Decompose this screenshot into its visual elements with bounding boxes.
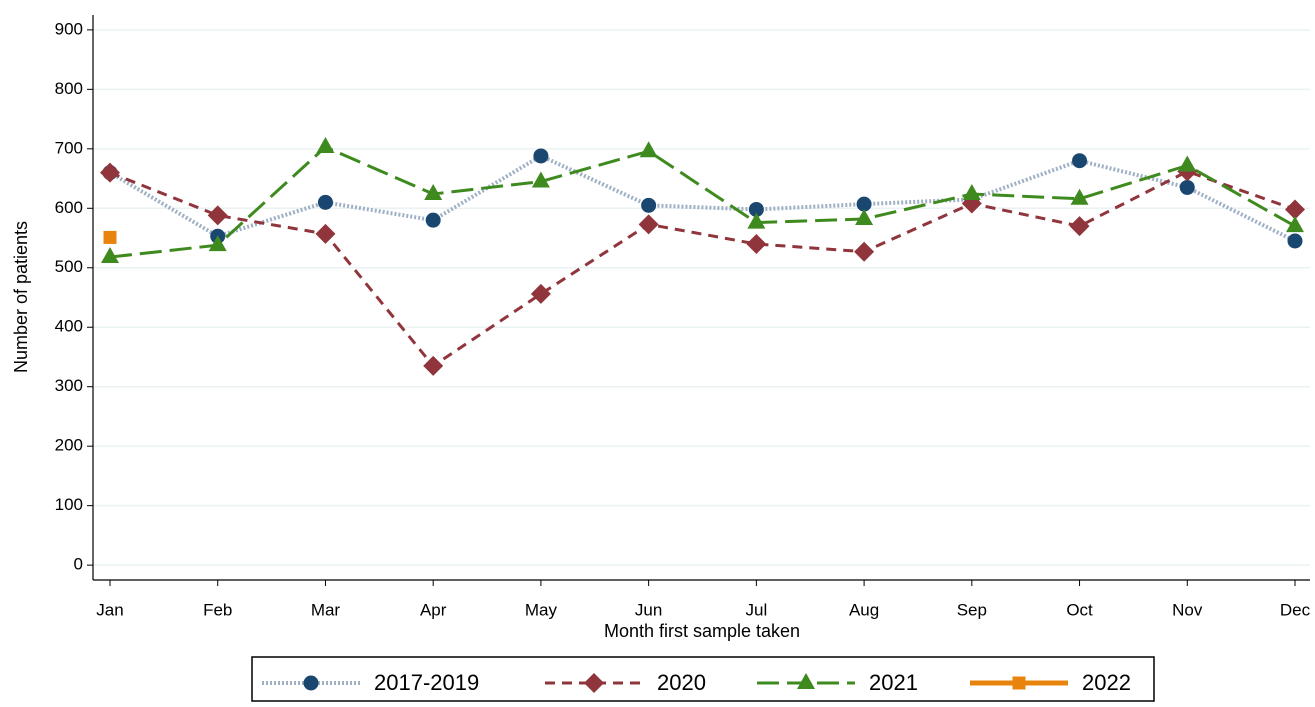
marker [1287, 233, 1303, 249]
marker [207, 205, 228, 226]
legend-label: 2017-2019 [374, 670, 479, 695]
marker [638, 214, 659, 235]
marker [639, 141, 658, 158]
marker [1285, 199, 1305, 220]
x-axis-label: Month first sample taken [604, 621, 800, 641]
y-tick-label: 900 [55, 19, 83, 38]
x-tick-label: May [525, 600, 558, 619]
marker [1070, 188, 1089, 205]
x-tick-label: Nov [1172, 600, 1203, 619]
y-tick-label: 800 [55, 79, 83, 98]
marker [1178, 155, 1197, 172]
marker [746, 233, 767, 254]
legend-box [251, 656, 1155, 702]
legend-label: 2021 [869, 670, 918, 695]
marker [856, 196, 872, 212]
marker [315, 223, 336, 244]
series-line [108, 153, 1296, 243]
marker [1072, 153, 1088, 169]
series-line [109, 169, 1296, 368]
marker [962, 184, 981, 201]
marker [533, 148, 549, 164]
marker [747, 212, 766, 229]
x-tick-label: Jun [635, 600, 662, 619]
marker [101, 247, 119, 264]
x-tick-label: Sep [957, 600, 987, 619]
x-tick-label: Dec [1280, 600, 1311, 619]
marker [854, 241, 875, 262]
x-tick-label: Aug [849, 600, 879, 619]
y-axis-label: Number of patients [11, 221, 31, 373]
legend-label: 2022 [1082, 670, 1131, 695]
x-tick-label: Apr [420, 600, 447, 619]
marker [1069, 216, 1090, 237]
x-tick-label: Jan [96, 600, 123, 619]
x-tick-label: Mar [311, 600, 341, 619]
series-line [109, 145, 1296, 259]
x-tick-label: Feb [203, 600, 232, 619]
marker [425, 212, 441, 228]
y-tick-label: 0 [74, 555, 83, 574]
marker [103, 230, 117, 244]
marker [855, 208, 874, 225]
marker [748, 201, 764, 217]
y-tick-label: 300 [55, 376, 83, 395]
marker [316, 137, 335, 154]
marker [424, 184, 443, 201]
marker [423, 355, 444, 376]
marker [303, 675, 319, 691]
marker [208, 235, 227, 252]
marker [531, 171, 550, 188]
marker [100, 162, 120, 183]
x-tick-label: Jul [745, 600, 767, 619]
y-tick-label: 200 [55, 436, 83, 455]
y-tick-label: 100 [55, 495, 83, 514]
y-tick-label: 600 [55, 198, 83, 217]
marker [1286, 216, 1304, 233]
marker [530, 283, 551, 304]
marker [1012, 676, 1026, 690]
y-tick-label: 700 [55, 138, 83, 157]
marker [584, 673, 604, 693]
y-tick-label: 400 [55, 317, 83, 336]
marker [641, 197, 657, 213]
marker [797, 673, 815, 689]
x-tick-label: Oct [1066, 600, 1093, 619]
y-tick-label: 500 [55, 257, 83, 276]
marker [317, 194, 333, 210]
marker [1179, 179, 1195, 195]
legend-label: 2020 [657, 670, 706, 695]
